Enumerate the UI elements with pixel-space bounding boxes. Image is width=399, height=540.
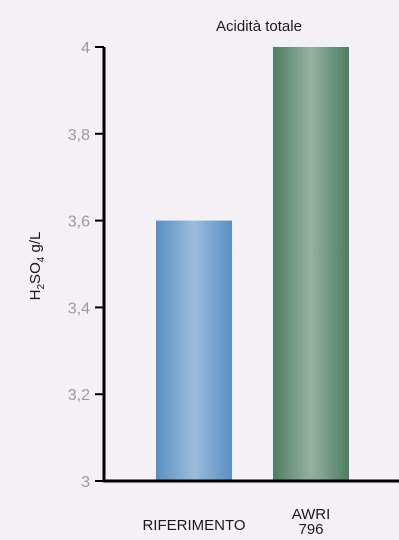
y-tick-label: 3 xyxy=(81,474,90,491)
y-tick-label: 3,8 xyxy=(68,127,90,144)
y-tick-label: 3,6 xyxy=(68,214,90,231)
chart-title: Acidità totale xyxy=(216,18,302,35)
y-tick-label: 3,2 xyxy=(68,387,90,404)
y-tick-label: 3,4 xyxy=(68,300,90,317)
bar-0 xyxy=(156,220,232,481)
y-tick-label: 4 xyxy=(81,40,90,57)
x-category-label: AWRI xyxy=(292,506,331,523)
y-axis-label: H2SO4 g/L xyxy=(27,232,47,301)
x-category-label: RIFERIMENTO xyxy=(142,517,245,534)
x-category-label: 796 xyxy=(298,521,323,538)
bar-1 xyxy=(273,47,349,481)
